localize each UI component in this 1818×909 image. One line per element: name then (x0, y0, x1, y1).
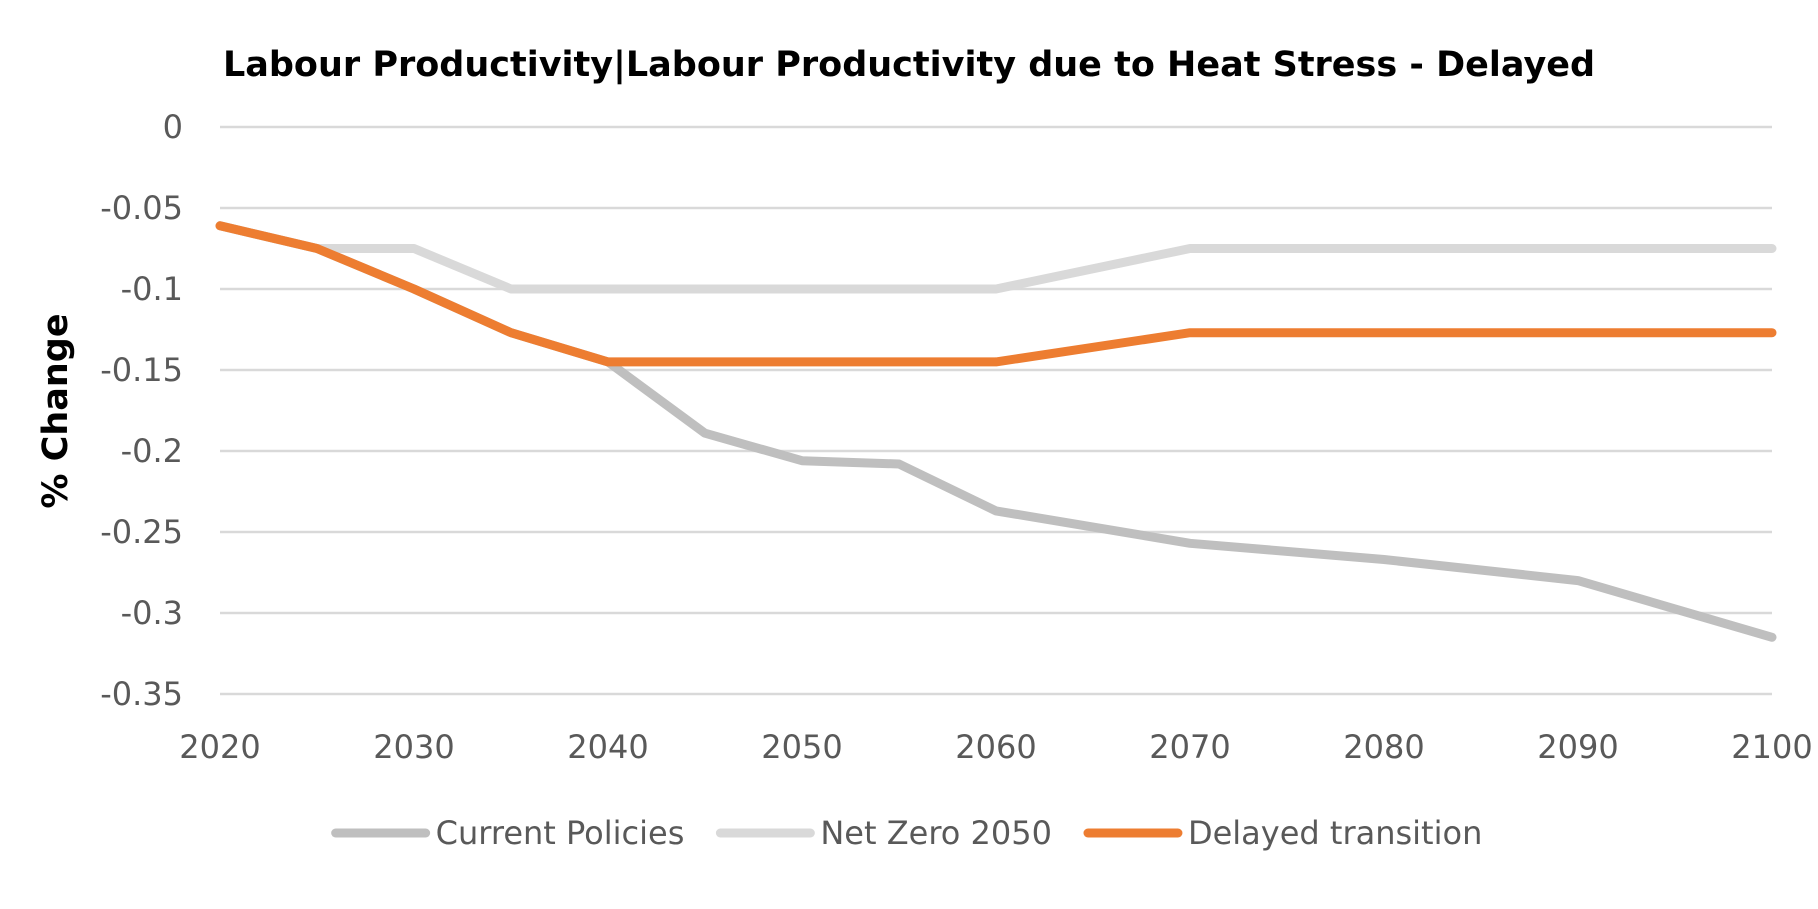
x-tick-label: 2080 (1343, 728, 1424, 766)
y-tick-label: -0.2 (121, 432, 183, 470)
y-tick-label: -0.25 (100, 513, 183, 551)
x-tick-label: 2090 (1537, 728, 1618, 766)
y-axis-ticks: 0 -0.05 -0.1 -0.15 -0.2 -0.25 -0.3 -0.35 (100, 108, 183, 713)
x-tick-label: 2070 (1149, 728, 1230, 766)
series-lines (215, 221, 1777, 642)
y-tick-label: -0.05 (100, 189, 183, 227)
legend-label: Delayed transition (1188, 814, 1482, 852)
chart-title: Labour Productivity|Labour Productivity … (223, 45, 1595, 85)
legend-label: Current Policies (436, 814, 685, 852)
x-tick-label: 2020 (179, 728, 260, 766)
y-tick-label: -0.15 (100, 351, 183, 389)
y-tick-label: -0.3 (121, 594, 183, 632)
y-tick-label: -0.1 (121, 270, 183, 308)
x-tick-label: 2100 (1731, 728, 1812, 766)
y-tick-label: 0 (163, 108, 183, 146)
x-tick-label: 2060 (955, 728, 1036, 766)
legend-item-delayed-transition: Delayed transition (1083, 814, 1482, 852)
legend-label: Net Zero 2050 (820, 814, 1052, 852)
legend: Current Policies Net Zero 2050 Delayed tra… (331, 814, 1482, 852)
legend-item-net-zero-2050: Net Zero 2050 (715, 814, 1052, 852)
x-axis-ticks: 2020 2030 2040 2050 2060 2070 2080 2090 2100 (179, 728, 1812, 766)
series-line-net-zero-2050 (215, 221, 1777, 294)
gridlines (220, 125, 1772, 696)
y-axis-label: % Change (36, 313, 76, 508)
y-tick-label: -0.35 (100, 675, 183, 713)
x-tick-label: 2050 (761, 728, 842, 766)
legend-item-current-policies: Current Policies (331, 814, 685, 852)
series-line-delayed-transition (215, 221, 1777, 367)
x-tick-label: 2040 (567, 728, 648, 766)
x-tick-label: 2030 (373, 728, 454, 766)
